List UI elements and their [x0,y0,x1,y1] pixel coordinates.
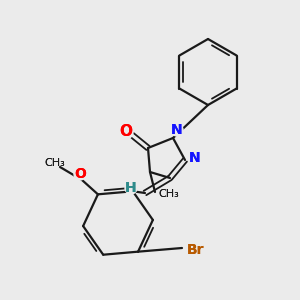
Text: O: O [74,167,86,181]
Text: CH₃: CH₃ [159,189,179,199]
Text: CH₃: CH₃ [45,158,65,168]
Circle shape [119,125,133,139]
Text: CH₃: CH₃ [45,158,65,168]
Text: N: N [171,123,183,137]
Text: N: N [189,151,201,165]
Circle shape [188,242,204,258]
Text: O: O [74,167,86,181]
Text: CH₃: CH₃ [159,189,179,199]
Text: O: O [119,124,133,140]
Text: H: H [125,181,137,195]
Circle shape [125,182,137,194]
Text: H: H [125,181,137,195]
Circle shape [171,124,183,136]
Text: O: O [119,124,133,140]
Text: N: N [189,151,201,165]
Text: Br: Br [187,243,205,257]
Text: Br: Br [187,243,205,257]
Circle shape [74,168,86,180]
Circle shape [189,152,201,164]
Text: N: N [171,123,183,137]
